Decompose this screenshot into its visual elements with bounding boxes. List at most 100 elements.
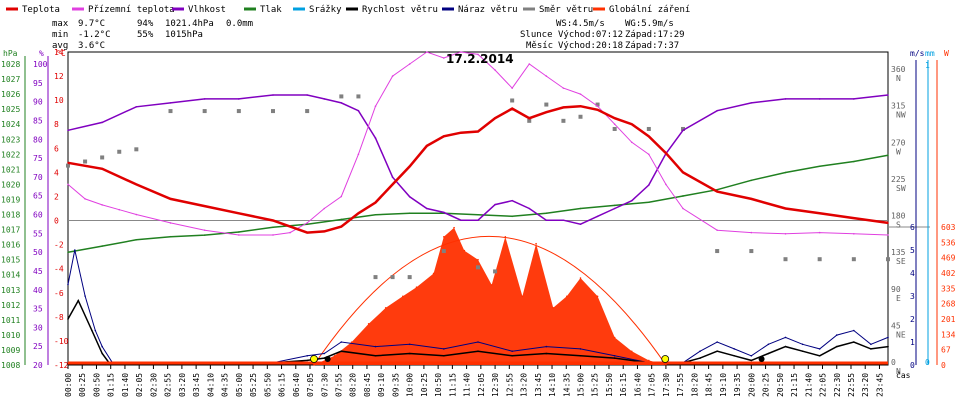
ground-temp-line-point [272, 234, 274, 236]
humidity-line-point [391, 176, 394, 178]
sunset-marker [661, 355, 670, 363]
percent-tick: 30 [33, 323, 43, 332]
wind-direction-mark [851, 257, 856, 262]
w-unit: W [944, 49, 949, 58]
humidity-line-point [494, 203, 496, 206]
wind-direction-mark [886, 257, 890, 262]
x-tick-label: 22:55 [847, 373, 856, 397]
pressure-line-point [135, 239, 138, 241]
percent-tick: 55 [33, 229, 43, 238]
wind-direction-mark [783, 257, 788, 262]
x-tick-label: 23:45 [875, 373, 884, 397]
ground-temp-line-point [425, 51, 428, 53]
x-tick-label: 00:50 [92, 373, 101, 397]
x-tick-label: 21:15 [790, 373, 799, 397]
hpa-tick: 1014 [1, 271, 20, 280]
direction-tick-label: SE [896, 257, 906, 266]
percent-tick: 75 [33, 154, 43, 163]
moonrise-marker [758, 356, 765, 362]
ground-temp-line-point [374, 105, 377, 107]
temperature-line-point [613, 117, 616, 120]
pressure-line-point [784, 171, 787, 174]
radiation-point [463, 249, 466, 252]
celsius-tick: -8 [54, 313, 64, 322]
x-tick-label: 05:25 [249, 373, 258, 397]
direction-tick: 225 [891, 175, 906, 184]
radiation-point [579, 277, 582, 279]
stats-min-label: min [52, 30, 68, 40]
percent-tick: 65 [33, 192, 43, 201]
ground-temp-line-point [784, 232, 787, 235]
wind-direction-mark [66, 163, 70, 168]
ground-temp-line-point [203, 229, 206, 231]
ground-temp-line-point [665, 183, 667, 186]
wind-speed-line-point [408, 352, 411, 355]
ground-temp-line-point [460, 51, 462, 53]
wind-speed-line-point [801, 350, 804, 353]
ms-tick: 4 [910, 269, 915, 278]
hpa-tick: 1012 [1, 301, 20, 310]
wind-direction-mark [578, 114, 583, 119]
radiation-point [333, 355, 336, 357]
temperature-line-point [596, 108, 599, 111]
radiation-point [613, 336, 616, 339]
pressure-line-point [101, 245, 103, 247]
temperature-line-point [203, 205, 206, 207]
hpa-tick: 1010 [1, 331, 20, 340]
wind-direction-mark [817, 257, 822, 262]
pressure-line-point [203, 234, 206, 236]
wind-direction-mark [527, 118, 532, 123]
ms-tick: 5 [910, 246, 915, 255]
wind-gust-line-point [784, 336, 787, 339]
wind-gust-line-point [306, 355, 308, 357]
percent-tick: 25 [33, 342, 43, 351]
wind-speed-line-point [91, 329, 93, 332]
wind-speed-line-point [101, 352, 103, 355]
humidity-line-point [135, 105, 138, 108]
wind-gust-line-point [767, 343, 770, 346]
x-tick-label: 23:20 [861, 373, 870, 397]
temperature-line-point [374, 201, 377, 204]
wind-gust-line-point [67, 283, 69, 286]
hpa-tick: 1013 [1, 286, 20, 295]
x-tick-label: 11:40 [463, 373, 472, 397]
x-tick-label: 22:05 [819, 373, 828, 397]
wind-gust-line-point [716, 341, 718, 343]
wind-speed-line-point [853, 341, 855, 343]
w-tick: 469 [941, 254, 956, 263]
x-tick-label: 22:30 [833, 373, 842, 397]
humidity-line-point [408, 195, 411, 198]
stats-avg-label: avg [52, 41, 68, 51]
temperature-line-point [528, 117, 531, 120]
percent-tick: 90 [33, 98, 43, 107]
wind-speed-line-point [340, 350, 343, 353]
humidity-line-point [477, 219, 479, 222]
x-tick-label: 20:50 [776, 373, 785, 397]
humidity-line-point [750, 102, 753, 104]
wind-direction-mark [681, 126, 685, 131]
x-tick-label: 17:55 [676, 373, 685, 397]
wind-speed-line-point [306, 359, 308, 362]
x-tick-label: 05:50 [263, 373, 272, 397]
radiation-point [443, 236, 445, 238]
wind-direction-mark [493, 269, 498, 274]
pressure-line-point [648, 201, 650, 204]
pressure-line-point [238, 231, 240, 233]
stats-max-label: max [52, 19, 69, 29]
sun-moon-info: WS:4.5m/s WG:5.9m/s Slunce Východ:07:12 … [520, 19, 685, 51]
x-tick-label: 15:00 [577, 373, 586, 397]
pressure-line-point [340, 218, 343, 221]
humidity-line-point [374, 137, 377, 139]
pressure-line-point [853, 160, 855, 163]
ground-temp-line-point [750, 231, 753, 234]
humidity-line-point [716, 109, 718, 112]
wind-direction-mark [100, 155, 105, 160]
percent-tick: 95 [33, 79, 43, 88]
sun-set: Západ:17:29 [625, 30, 685, 40]
x-tick-label: 07:55 [334, 373, 343, 397]
humidity-line-point [596, 215, 599, 218]
direction-tick-label: NW [896, 111, 906, 120]
ms-tick: 0 [910, 361, 915, 370]
legend-label: Teplota [22, 5, 60, 15]
direction-tick: 315 [891, 102, 906, 111]
